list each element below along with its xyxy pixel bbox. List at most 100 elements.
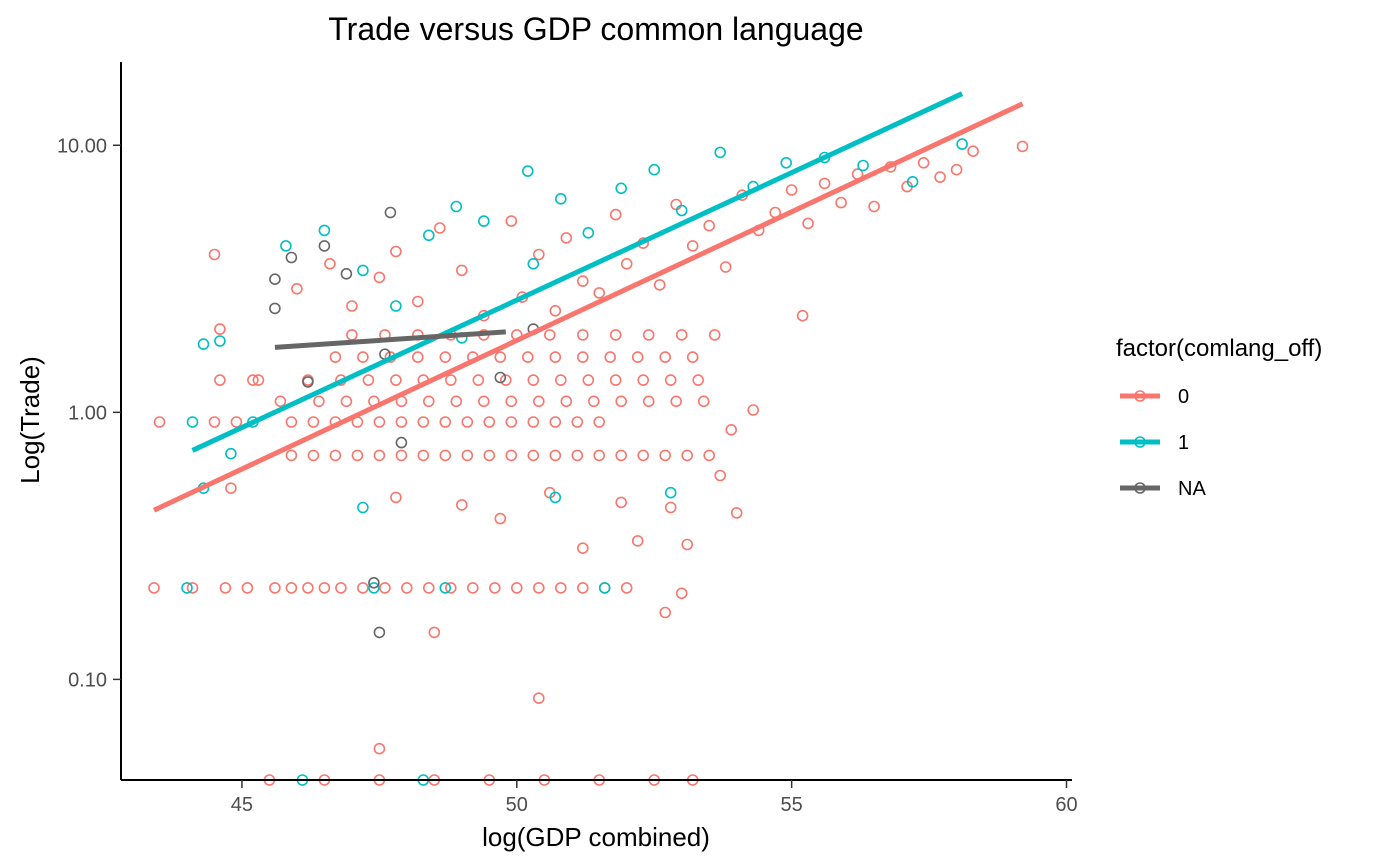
data-point — [719, 261, 732, 273]
data-point — [549, 449, 562, 462]
data-point — [648, 163, 661, 176]
data-point — [318, 582, 331, 594]
data-point — [615, 395, 628, 408]
data-point — [455, 499, 468, 511]
data-point — [422, 229, 435, 242]
data-point — [549, 416, 562, 428]
data-point — [373, 271, 386, 284]
data-point — [554, 374, 567, 386]
data-point — [208, 416, 221, 428]
data-point — [637, 449, 650, 462]
data-point — [934, 171, 946, 183]
data-point — [318, 240, 331, 252]
data-point — [549, 304, 562, 317]
data-point — [461, 449, 474, 462]
data-point — [725, 423, 738, 436]
data-point — [543, 329, 556, 341]
data-point — [384, 206, 397, 219]
data-point — [494, 512, 507, 525]
fit-lines-layer — [152, 91, 1024, 513]
chart-title: Trade versus GDP common language — [328, 11, 863, 47]
data-point — [439, 416, 452, 428]
data-point — [450, 395, 463, 408]
data-point — [510, 582, 523, 594]
data-point — [785, 184, 798, 196]
data-point — [521, 165, 534, 177]
data-point — [417, 449, 430, 462]
data-point — [252, 374, 265, 386]
legend-label: NA — [1178, 478, 1206, 500]
data-point — [499, 374, 512, 386]
data-point — [390, 300, 402, 312]
data-point — [664, 486, 677, 499]
legend: factor(comlang_off) 0 1 NA — [1116, 335, 1322, 500]
data-point — [241, 582, 254, 594]
data-point — [620, 582, 633, 594]
legend-item-0: 0 — [1120, 386, 1189, 408]
data-point — [477, 215, 490, 227]
fit-line-1 — [191, 91, 964, 453]
data-point — [631, 351, 644, 363]
data-point — [390, 491, 402, 504]
data-point — [582, 227, 595, 239]
data-point — [444, 374, 457, 386]
data-point — [357, 501, 369, 514]
data-point — [730, 507, 743, 519]
data-point — [197, 338, 210, 350]
data-point — [664, 374, 677, 386]
data-point — [219, 582, 232, 594]
y-tick-label: 0.10 — [68, 669, 107, 691]
data-point — [225, 482, 237, 495]
data-point — [368, 582, 380, 594]
data-point — [692, 374, 705, 386]
fit-line-NA — [274, 329, 506, 350]
y-tick-label: 1.00 — [68, 402, 107, 424]
data-point — [362, 374, 375, 386]
data-point — [653, 279, 666, 291]
data-point — [269, 582, 281, 594]
y-axis-ticks: 0.10 1.00 10.00 — [57, 135, 121, 691]
data-point — [505, 395, 518, 408]
data-point — [472, 374, 485, 386]
data-point — [868, 200, 880, 213]
data-point — [395, 449, 408, 462]
data-point — [714, 146, 727, 159]
data-point — [956, 138, 968, 150]
data-point — [439, 582, 452, 594]
data-point — [576, 582, 589, 594]
data-point — [593, 416, 606, 428]
data-point — [307, 449, 320, 462]
data-point — [417, 416, 430, 428]
data-point — [576, 351, 589, 363]
data-point — [461, 416, 474, 428]
legend-key-point — [1134, 436, 1146, 448]
y-axis-title: Log(Trade) — [15, 356, 45, 484]
data-point — [214, 374, 226, 386]
data-point — [153, 416, 166, 428]
data-point — [560, 395, 573, 408]
data-point — [532, 582, 545, 594]
data-point — [214, 335, 226, 347]
data-point — [532, 248, 545, 261]
data-point — [269, 302, 281, 315]
series-points-NA — [269, 206, 540, 639]
data-point — [675, 204, 688, 217]
data-point — [230, 416, 243, 428]
data-point — [411, 351, 424, 363]
data-point — [357, 351, 369, 363]
data-point — [637, 374, 650, 386]
data-point — [488, 582, 501, 594]
data-point — [604, 351, 617, 363]
data-point — [675, 329, 688, 341]
data-point — [582, 374, 595, 386]
data-point — [681, 538, 694, 551]
data-point — [302, 376, 314, 388]
data-point — [609, 208, 622, 221]
legend-key-point — [1134, 482, 1146, 494]
data-point — [181, 582, 193, 594]
data-point — [373, 626, 386, 639]
data-point — [494, 351, 507, 363]
x-axis-title: log(GDP combined) — [482, 822, 710, 852]
data-point — [670, 395, 683, 408]
